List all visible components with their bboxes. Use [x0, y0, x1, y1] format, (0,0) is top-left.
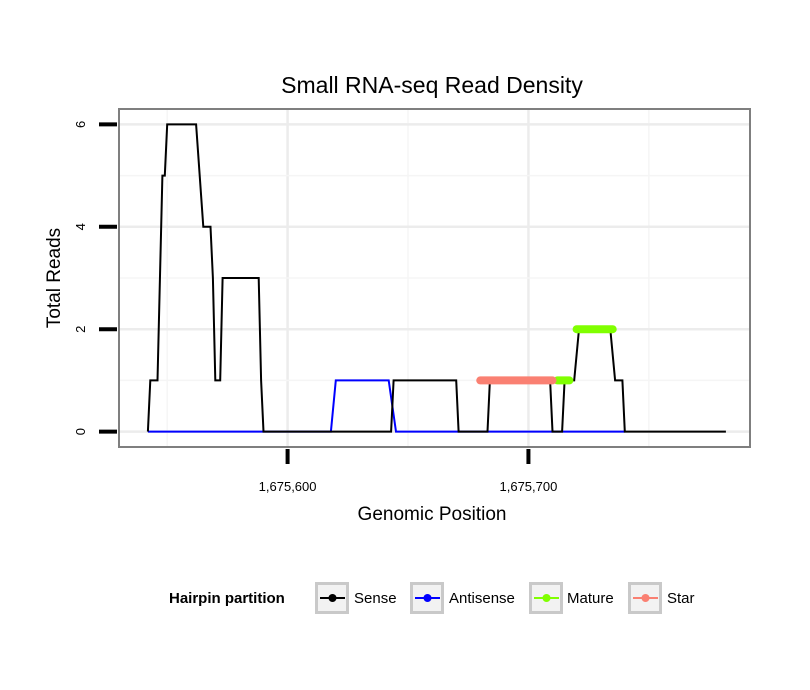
x-axis: 1,675,600 1,675,700: [259, 449, 558, 494]
legend-point-antisense: [423, 594, 432, 602]
legend: Hairpin partition Sense Antisense Mature St…: [169, 582, 695, 614]
sense-series-line: [146, 123, 726, 433]
x-axis-title: Genomic Position: [358, 504, 507, 525]
y-tick-label: 2: [73, 326, 88, 333]
y-axis-title: Total Reads: [44, 228, 65, 328]
chart-title: Small RNA-seq Read Density: [281, 72, 583, 98]
legend-point-star: [641, 594, 650, 602]
legend-point-mature: [542, 594, 551, 602]
legend-label-star: Star: [667, 590, 695, 607]
series-layer: [146, 123, 726, 433]
legend-label-mature: Mature: [567, 590, 614, 607]
y-axis: 0 2 4 6: [73, 121, 117, 435]
legend-label-sense: Sense: [354, 590, 397, 607]
legend-title: Hairpin partition: [169, 590, 285, 607]
y-tick-label: 0: [73, 428, 88, 435]
plot-panel-border: [118, 108, 751, 448]
legend-items: Sense Antisense Mature Star: [315, 582, 695, 614]
x-tick-label: 1,675,600: [259, 479, 317, 494]
legend-label-antisense: Antisense: [449, 590, 515, 607]
legend-point-sense: [328, 594, 337, 602]
x-tick-label: 1,675,700: [500, 479, 558, 494]
y-tick-label: 6: [73, 121, 88, 128]
y-tick-label: 4: [73, 223, 88, 230]
